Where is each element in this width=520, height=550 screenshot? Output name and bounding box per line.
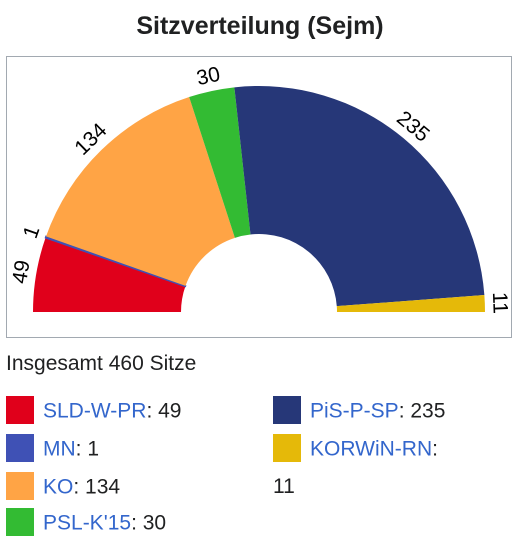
slice-ko [46, 97, 235, 286]
legend-item-psl: PSL-K'15: 30 [6, 508, 167, 538]
legend-value-ko: : 134 [73, 475, 121, 499]
chart-title: Sitzverteilung (Sejm) [136, 12, 384, 40]
slice-korwin [336, 295, 485, 312]
legend-value-mn: : 1 [75, 437, 100, 461]
legend-item-pis: PiS-P-SP: 235 [273, 396, 446, 426]
slice-label-psl: 30 [195, 63, 223, 90]
legend-value-korwin: : [432, 437, 438, 461]
legend-value-sld: : 49 [146, 399, 182, 423]
legend-swatch-ko [6, 472, 34, 500]
legend-link-sld[interactable]: SLD-W-PR [43, 399, 147, 423]
legend-value-korwin-continued: 11 [273, 475, 295, 498]
slice-psl [189, 87, 251, 238]
legend-item-mn: MN: 1 [6, 434, 100, 464]
legend-link-psl[interactable]: PSL-K'15 [43, 511, 132, 535]
legend-item-ko: KO: 134 [6, 472, 121, 502]
legend-swatch-psl [6, 508, 34, 536]
legend-value-pis: : 235 [398, 399, 446, 423]
slice-sld [33, 237, 186, 312]
legend-link-ko[interactable]: KO [43, 475, 74, 499]
slice-label-sld: 49 [8, 258, 35, 285]
chart-frame: 49 1 134 30 235 11 [6, 56, 512, 338]
legend-item-sld: SLD-W-PR: 49 [6, 396, 182, 426]
legend-item-korwin: KORWiN-RN: [273, 434, 438, 464]
legend-value-psl: : 30 [131, 511, 167, 535]
legend-link-pis[interactable]: PiS-P-SP [310, 399, 399, 423]
slice-label-korwin: 11 [488, 292, 511, 315]
slice-label-mn: 1 [19, 223, 45, 242]
legend-swatch-sld [6, 396, 34, 424]
legend-swatch-mn [6, 434, 34, 462]
legend-link-mn[interactable]: MN [43, 437, 76, 461]
legend-link-korwin[interactable]: KORWiN-RN [310, 437, 433, 461]
total-seats-label: Insgesamt 460 Sitze [6, 352, 197, 375]
slice-pis [234, 86, 485, 307]
legend-swatch-pis [273, 396, 301, 424]
legend-swatch-korwin [273, 434, 301, 462]
